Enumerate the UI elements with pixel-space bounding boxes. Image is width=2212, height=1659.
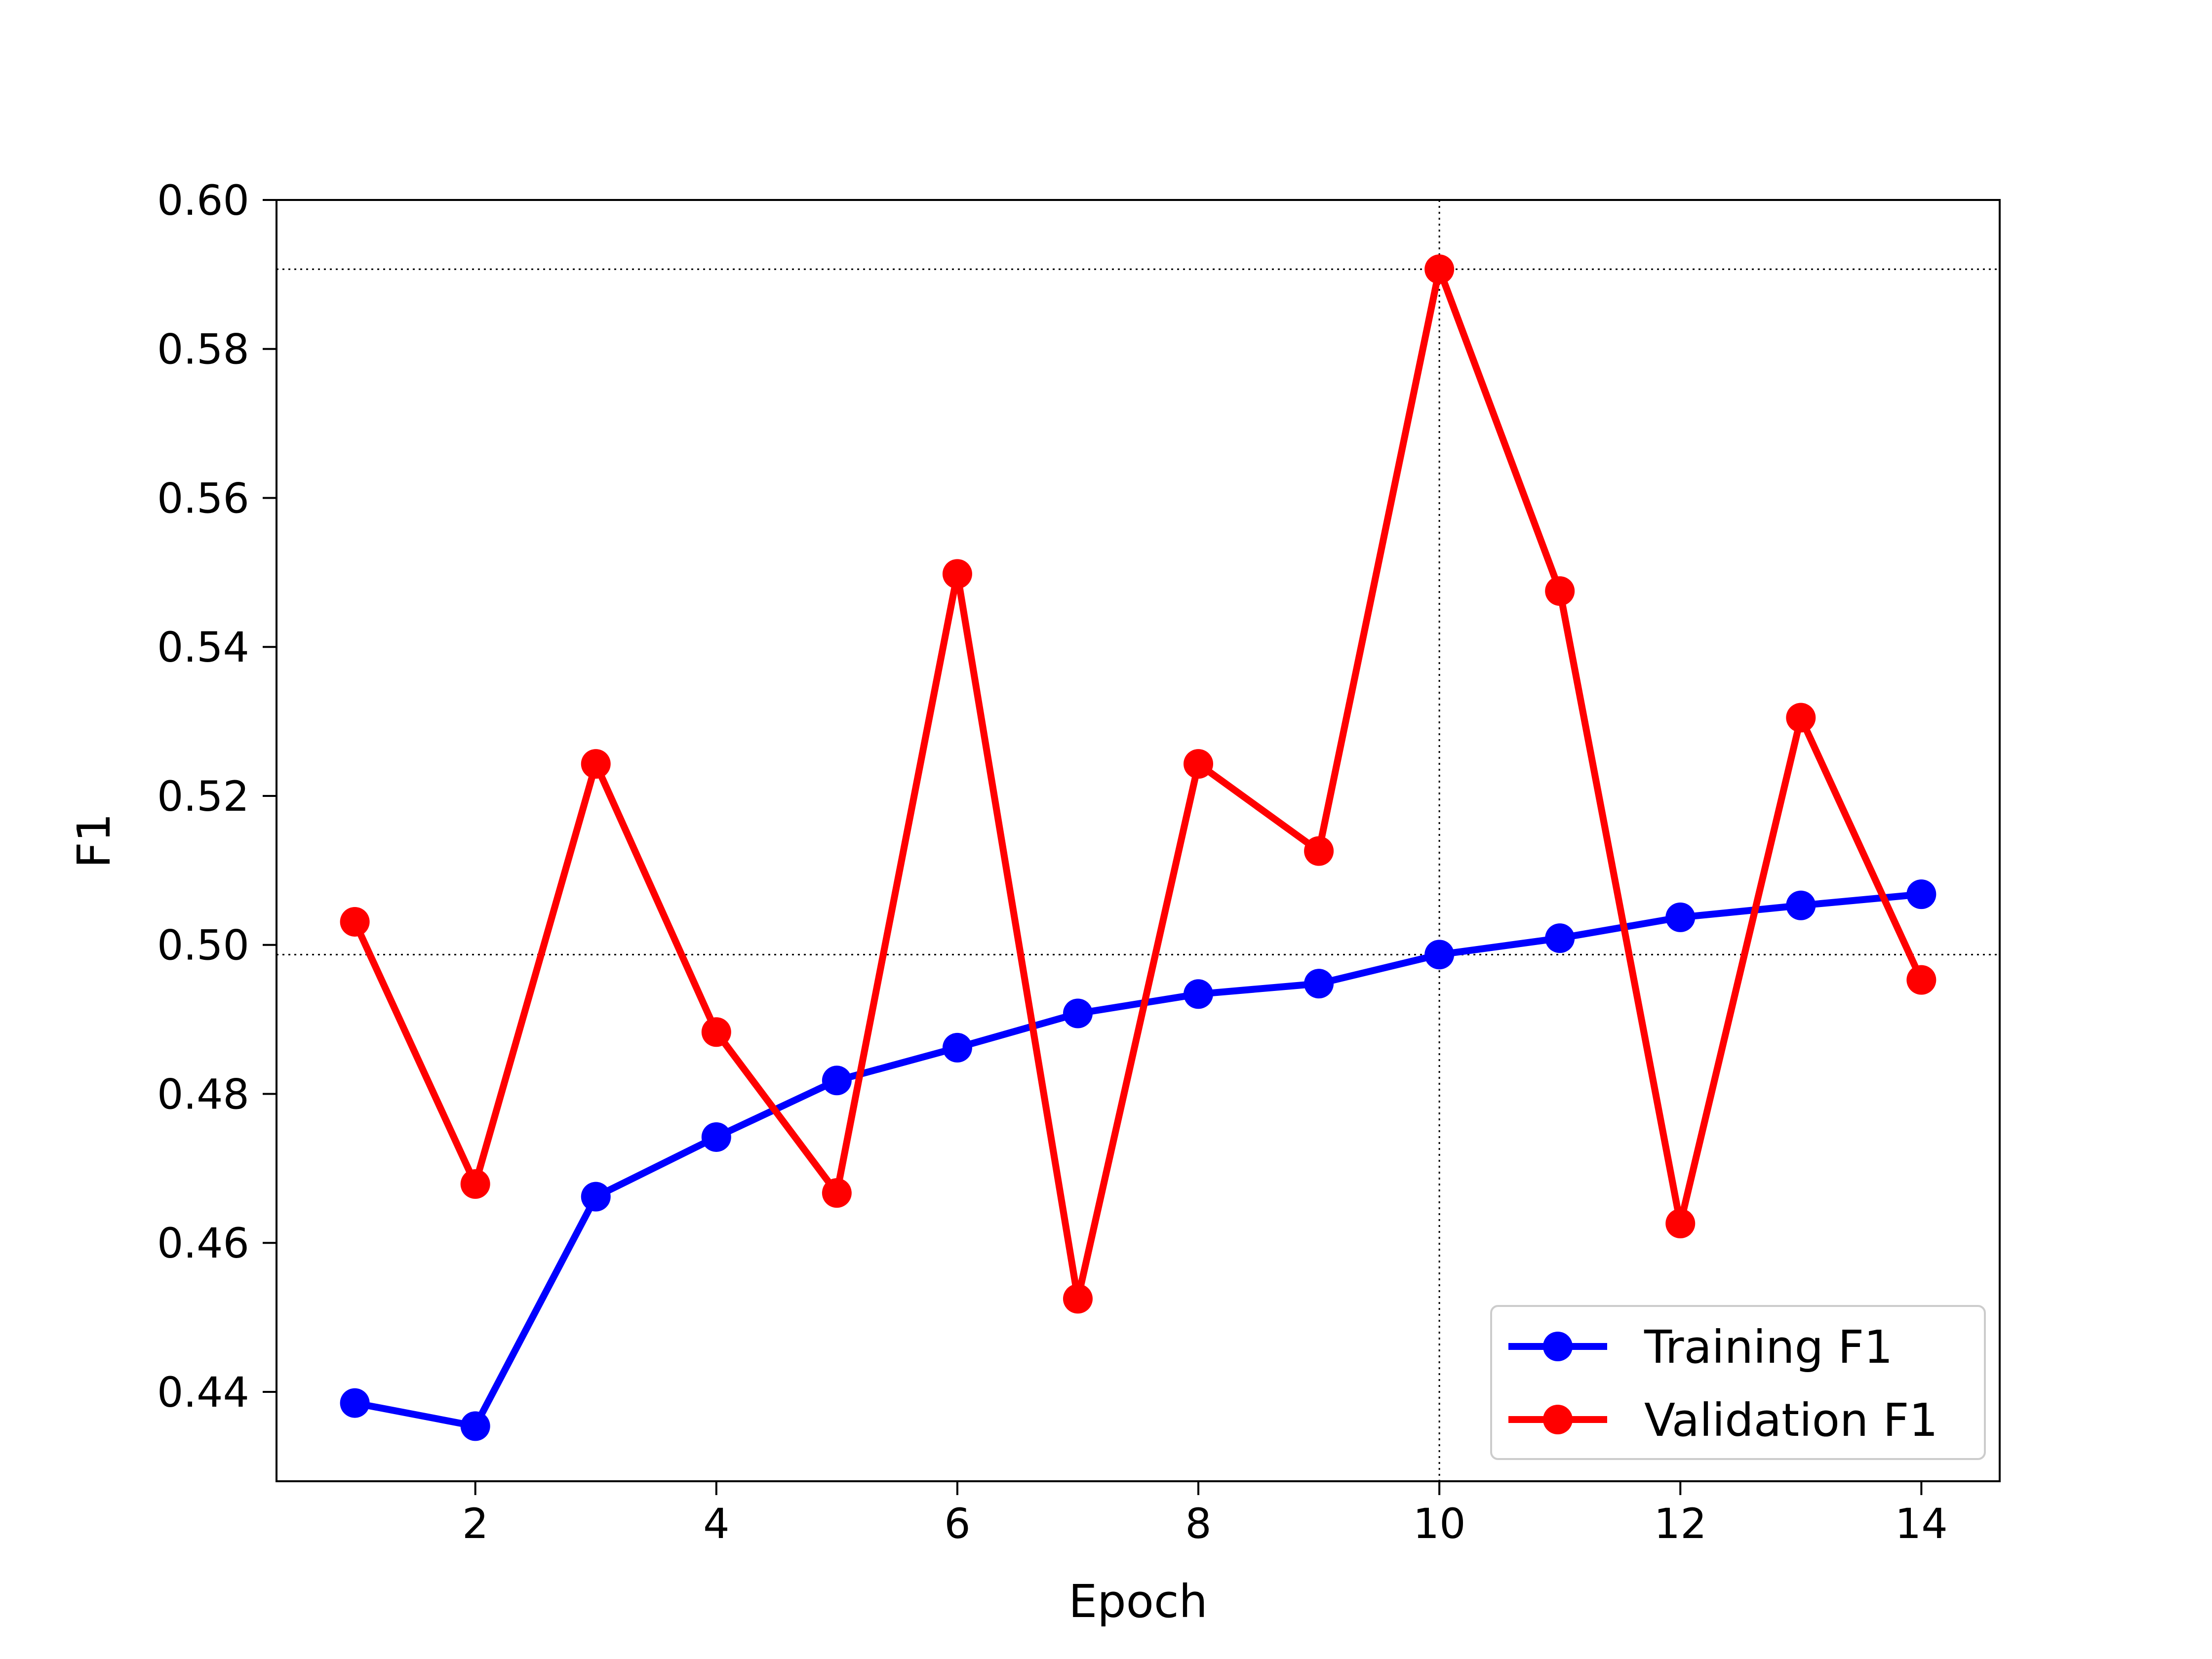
data-point [1786, 703, 1816, 733]
data-point [1665, 1208, 1696, 1238]
data-point [701, 1122, 731, 1152]
y-tick-label: 0.52 [157, 772, 249, 821]
y-tick-label: 0.60 [157, 176, 249, 225]
data-point [1184, 979, 1214, 1009]
data-point [340, 1388, 370, 1418]
y-tick-label: 0.44 [157, 1368, 249, 1417]
data-point [942, 1032, 972, 1063]
legend: Training F1 Validation F1 [1490, 1305, 1986, 1460]
data-point [1545, 923, 1575, 953]
x-axis-label: Epoch [1068, 1575, 1208, 1628]
data-point [822, 1178, 852, 1208]
data-point [1545, 576, 1575, 606]
legend-label: Validation F1 [1644, 1394, 1938, 1447]
series-layer [340, 254, 1936, 1441]
data-point [581, 749, 611, 779]
data-point [1424, 940, 1455, 970]
y-tick-label: 0.50 [157, 921, 249, 970]
series-line [351, 266, 1925, 1303]
data-point [1304, 969, 1334, 999]
legend-entry-1: Training F1 [1508, 1321, 1893, 1374]
data-point [1304, 836, 1334, 866]
data-point [1906, 879, 1936, 909]
x-axis: 2 4 6 8 10 12 14 [462, 1481, 1948, 1548]
y-tick-label: 0.46 [157, 1219, 249, 1267]
x-tick-label: 10 [1413, 1500, 1466, 1548]
plot-area-frame [276, 199, 2001, 1482]
y-tick-label: 0.58 [157, 325, 249, 374]
data-point [460, 1411, 490, 1441]
legend-label: Training F1 [1644, 1321, 1893, 1374]
legend-entry-2: Validation F1 [1508, 1394, 1938, 1447]
x-tick-label: 14 [1895, 1500, 1948, 1548]
data-point [701, 1017, 731, 1047]
data-point [1063, 1284, 1093, 1314]
data-point [340, 907, 370, 937]
legend-box [1490, 1305, 1986, 1460]
data-point [1184, 749, 1214, 779]
x-tick-label: 12 [1654, 1500, 1707, 1548]
x-tick-label: 8 [1185, 1500, 1211, 1548]
data-point [1906, 965, 1936, 995]
x-tick-label: 2 [462, 1500, 488, 1548]
data-point [581, 1182, 611, 1212]
series-line [351, 891, 1925, 1430]
x-tick-label: 4 [703, 1500, 729, 1548]
series-2 [340, 254, 1936, 1314]
data-point [1063, 998, 1093, 1028]
y-axis-label: F1 [68, 813, 120, 868]
y-tick-label: 0.56 [157, 474, 249, 522]
data-point [1665, 902, 1696, 932]
x-tick-label: 6 [944, 1500, 970, 1548]
legend-marker [1543, 1332, 1573, 1361]
data-point [942, 559, 972, 589]
y-axis: 0.44 0.46 0.48 0.50 0.52 0.54 0.56 0.58 0.60 [157, 176, 276, 1417]
y-tick-label: 0.54 [157, 623, 249, 672]
data-point [822, 1066, 852, 1096]
legend-marker [1543, 1405, 1573, 1434]
series-1 [340, 879, 1936, 1441]
data-point [1424, 254, 1455, 284]
data-point [460, 1169, 490, 1199]
y-tick-label: 0.48 [157, 1070, 249, 1118]
data-point [1786, 890, 1816, 920]
reference-lines [276, 200, 2000, 1481]
